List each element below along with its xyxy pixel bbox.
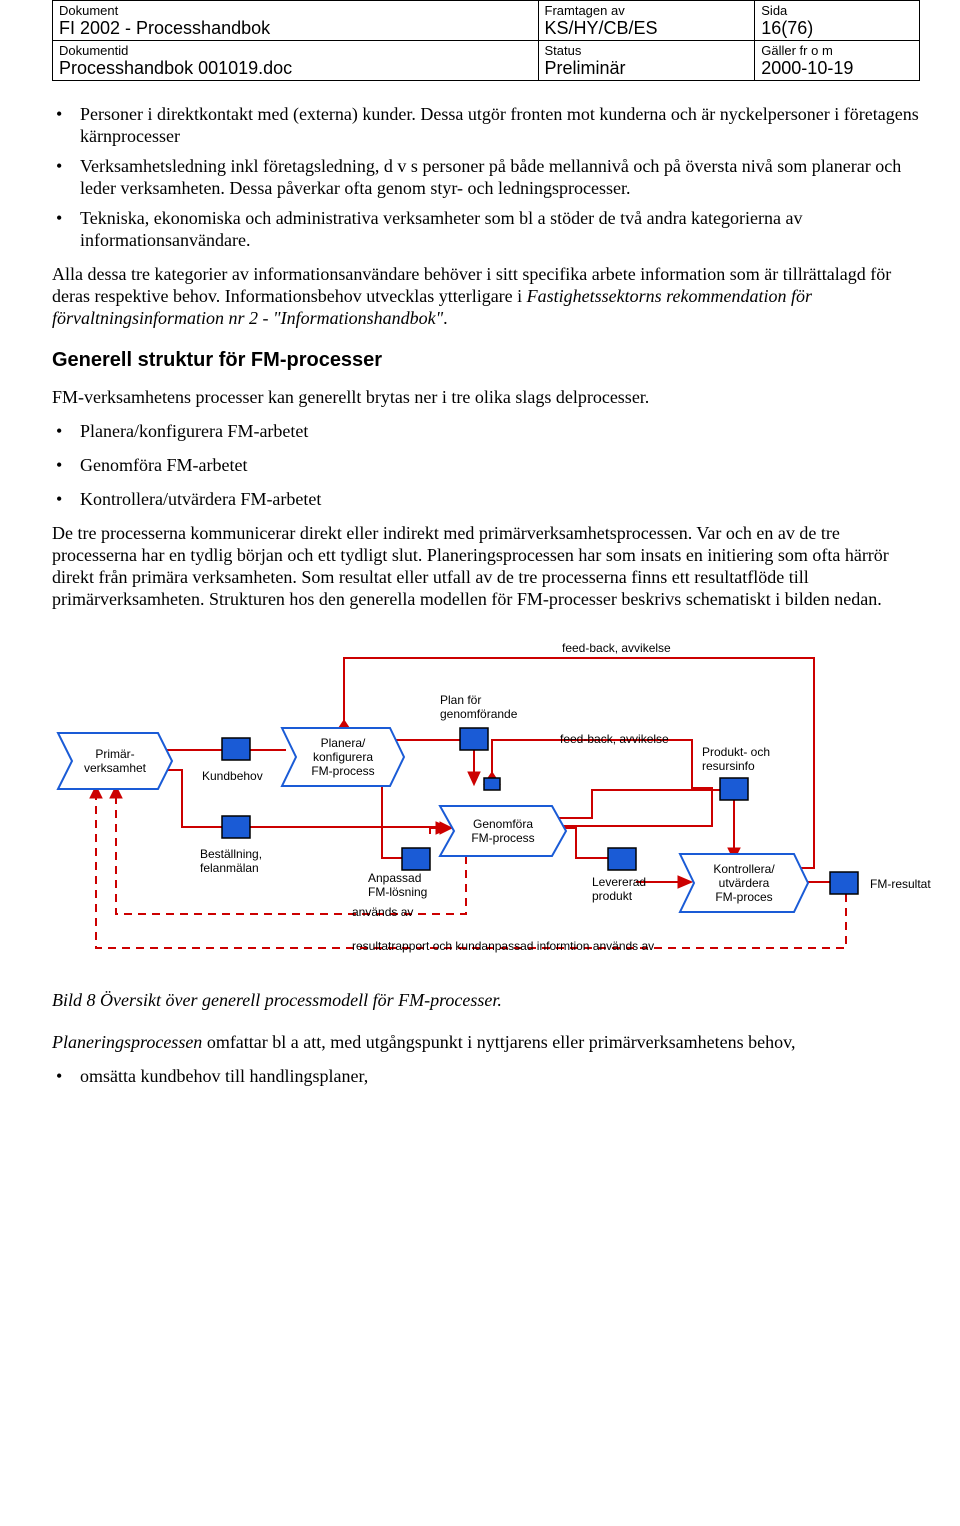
bullet-text: Genomföra FM-arbetet [80,454,247,476]
bullet-mark: • [52,488,80,510]
bullet-text: Planera/konfigurera FM-arbetet [80,420,308,442]
bullet-mark: • [52,155,80,199]
bullet-text: omsätta kundbehov till handlingsplaner, [80,1065,368,1087]
hdr-galler-label: Gäller fr o m [761,43,913,58]
header-table: Dokument FI 2002 - Processhandbok Framta… [52,0,920,81]
hdr-status-value: Preliminär [545,58,749,79]
bullet-text: Tekniska, ekonomiska och administrativa … [80,207,920,251]
hdr-sida-label: Sida [761,3,913,18]
hdr-status-label: Status [545,43,749,58]
bullet-text: Personer i direktkontakt med (externa) k… [80,103,920,147]
paragraph: De tre processerna kommunicerar direkt e… [52,522,920,610]
bullet-mark: • [52,207,80,251]
svg-text:Plan förgenomförande: Plan förgenomförande [440,693,518,721]
hdr-dokid-label: Dokumentid [59,43,532,58]
figure-caption: Bild 8 Översikt över generell processmod… [52,990,920,1011]
svg-text:resultatrapport och kundanpass: resultatrapport och kundanpassad informt… [352,939,654,953]
hdr-galler-value: 2000-10-19 [761,58,913,79]
hdr-sida-value: 16(76) [761,18,913,39]
hdr-dokid-value: Processhandbok 001019.doc [59,58,532,79]
svg-text:Planera/konfigureraFM-process: Planera/konfigureraFM-process [311,736,374,778]
paragraph: FM-verksamhetens processer kan generellt… [52,386,920,408]
bullet-list-1: •Personer i direktkontakt med (externa) … [52,103,920,251]
svg-text:Kontrollera/utvärderaFM-proces: Kontrollera/utvärderaFM-proces [713,862,775,904]
hdr-framtagen-label: Framtagen av [545,3,749,18]
hdr-framtagen-value: KS/HY/CB/ES [545,18,749,39]
svg-text:Kundbehov: Kundbehov [202,769,263,783]
svg-text:Levereradprodukt: Levereradprodukt [592,875,646,903]
svg-text:GenomföraFM-process: GenomföraFM-process [471,817,534,845]
para-text: . [443,308,448,328]
paragraph: Planeringsprocessen omfattar bl a att, m… [52,1031,920,1053]
heading-generell: Generell struktur för FM-processer [52,349,920,372]
svg-text:feed-back, avvikelse: feed-back, avvikelse [562,641,671,655]
para-text: omfattar bl a att, med utgångspunkt i ny… [202,1032,795,1052]
bullet-text: Verksamhetsledning inkl företagsledning,… [80,155,920,199]
bullet-mark: • [52,420,80,442]
bullet-mark: • [52,454,80,476]
svg-text:används av: används av [352,905,413,919]
svg-text:FM-resultat: FM-resultat [870,877,931,891]
bullet-list-3: •omsätta kundbehov till handlingsplaner, [52,1065,920,1087]
bullet-mark: • [52,1065,80,1087]
process-diagram: Primär-verksamhetKundbehovBeställning,fe… [52,628,920,968]
svg-text:Beställning,felanmälan: Beställning,felanmälan [200,847,262,875]
bullet-list-2: •Planera/konfigurera FM-arbetet •Genomfö… [52,420,920,510]
svg-text:Produkt- ochresursinfo: Produkt- ochresursinfo [702,745,770,773]
svg-text:AnpassadFM-lösning: AnpassadFM-lösning [368,871,427,899]
paragraph: Alla dessa tre kategorier av information… [52,263,920,329]
bullet-text: Kontrollera/utvärdera FM-arbetet [80,488,321,510]
para-italic: Planeringsprocessen [52,1032,202,1052]
svg-text:feed-back, avvikelse: feed-back, avvikelse [560,732,669,746]
hdr-dokument-label: Dokument [59,3,532,18]
bullet-mark: • [52,103,80,147]
hdr-dokument-value: FI 2002 - Processhandbok [59,18,532,39]
